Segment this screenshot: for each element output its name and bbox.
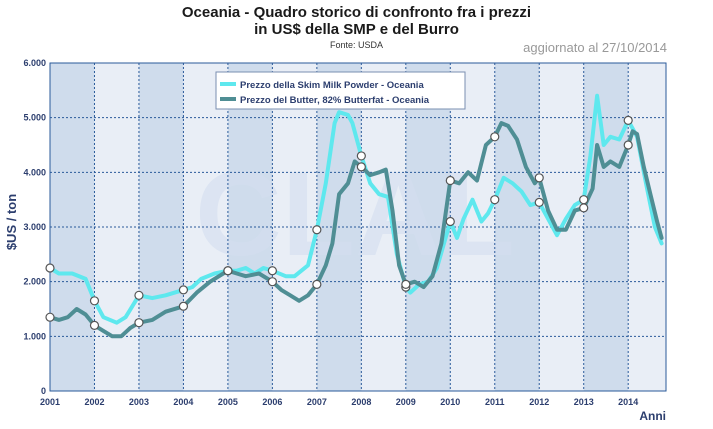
point-butter (401, 279, 411, 289)
plot-border (49, 62, 667, 392)
x-tick-label: 2011 (485, 397, 505, 407)
x-tick-label: 2013 (574, 397, 594, 407)
x-axis-ticks: 2001 2002 2003 2004 2005 2006 2007 2008 2009 2010… (40, 397, 638, 407)
point-butter (356, 162, 366, 172)
x-axis-label: Anni (639, 409, 666, 423)
y-tick-label: 1.000 (23, 331, 46, 341)
point-smp (45, 263, 55, 273)
point-smp (134, 290, 144, 300)
chart-title-line1: Oceania - Quadro storico di confronto fr… (181, 4, 532, 21)
point-smp (356, 151, 366, 161)
x-tick-label: 2014 (618, 397, 638, 407)
point-butter (134, 318, 144, 328)
watermark-logo: CLAL (195, 147, 515, 281)
svg-text:CLAL: CLAL (195, 147, 515, 281)
source-note: Fonte: USDA (329, 40, 384, 50)
legend: Prezzo della Skim Milk Powder - Oceania … (215, 71, 466, 110)
series-markers (45, 115, 633, 330)
point-smp (178, 285, 189, 295)
x-tick-label: 2005 (218, 397, 238, 407)
point-butter (623, 140, 633, 150)
y-tick-label: 5.000 (23, 113, 46, 123)
point-butter (223, 266, 233, 276)
x-tick-label: 2010 (440, 397, 460, 407)
update-date: aggiornato al 27/10/2014 (523, 40, 667, 55)
x-tick-label: 2002 (84, 397, 104, 407)
point-smp (89, 296, 100, 306)
y-axis-ticks: 0 1.000 2.000 3.000 4.000 5.000 6.000 (23, 58, 46, 396)
legend-label-butter: Prezzo del Butter, 82% Butterfat - Ocean… (240, 95, 430, 106)
point-smp (490, 195, 500, 205)
point-butter (89, 320, 100, 330)
point-butter (267, 277, 277, 287)
point-smp (312, 225, 322, 235)
point-butter (445, 175, 455, 186)
point-butter (312, 279, 322, 289)
point-butter (490, 132, 500, 142)
y-tick-label: 2.000 (23, 277, 46, 287)
point-butter (45, 312, 55, 322)
point-smp (534, 197, 544, 207)
x-tick-label: 2003 (129, 397, 149, 407)
year-band (138, 63, 184, 391)
y-tick-label: 3.000 (23, 222, 46, 232)
point-smp (267, 266, 277, 276)
x-tick-label: 2012 (529, 397, 549, 407)
x-tick-label: 2004 (173, 397, 193, 407)
y-axis-label: $US / ton (4, 194, 19, 250)
point-butter (579, 203, 589, 213)
point-butter (178, 301, 189, 311)
x-tick-label: 2001 (40, 397, 60, 407)
y-tick-label: 4.000 (23, 167, 46, 177)
y-tick-label: 6.000 (23, 58, 46, 68)
y-tick-label: 0 (41, 386, 46, 396)
legend-label-smp: Prezzo della Skim Milk Powder - Oceania (240, 80, 424, 91)
chart-title-line2: in US$ della SMP e del Burro (254, 21, 459, 38)
x-tick-label: 2006 (262, 397, 282, 407)
x-tick-label: 2009 (396, 397, 416, 407)
grid-lines (49, 62, 667, 392)
point-butter (534, 173, 544, 183)
point-smp (623, 115, 633, 126)
x-tick-label: 2008 (351, 397, 371, 407)
point-smp (579, 195, 589, 205)
point-smp (445, 216, 455, 227)
x-tick-label: 2007 (307, 397, 327, 407)
